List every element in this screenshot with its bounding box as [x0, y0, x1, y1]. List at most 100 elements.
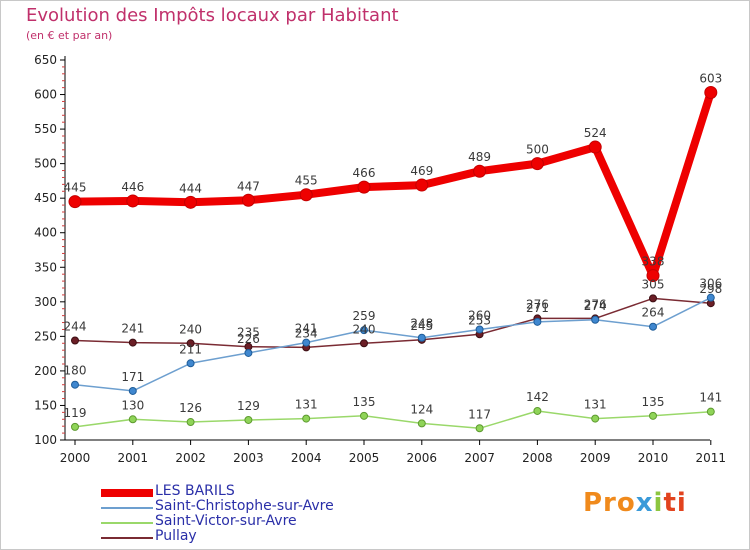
series-1-point: [186, 359, 195, 368]
series-1-point: [244, 348, 253, 357]
series-1-data-label: 271: [526, 301, 549, 315]
series-1-data-label: 226: [237, 332, 260, 346]
series-1-data-label: 259: [353, 309, 376, 323]
series-3-data-label: 241: [121, 322, 144, 336]
y-tick-label: 100: [34, 433, 57, 447]
series-line-3: [74, 297, 712, 349]
x-tick-label: 2003: [233, 451, 264, 465]
series-line-0: [71, 88, 715, 280]
x-tick-label: 2008: [522, 451, 553, 465]
series-3-data-label: 244: [64, 320, 87, 334]
legend-swatch-saint-christophe: [101, 507, 153, 509]
legend-label-les-barils: LES BARILS: [155, 483, 235, 499]
series-1-point: [360, 326, 368, 335]
series-0-point: [588, 140, 602, 154]
y-tick-label: 250: [34, 329, 57, 343]
y-tick-label: 650: [34, 53, 57, 67]
series-0-point: [646, 269, 660, 283]
series-2-data-label: 129: [237, 399, 260, 413]
series-2-data-label: 135: [353, 395, 376, 409]
series-0-data-label: 455: [295, 174, 318, 188]
series-1-data-label: 264: [642, 306, 665, 320]
series-0-data-label: 445: [64, 181, 87, 195]
series-2-point: [186, 418, 195, 427]
series-3-data-label: 240: [353, 322, 376, 336]
series-0-data-label: 444: [179, 181, 202, 195]
series-0-point: [299, 188, 313, 202]
series-1-data-label: 248: [410, 317, 433, 331]
legend-swatch-saint-victor: [101, 522, 153, 524]
series-2-point: [302, 414, 311, 423]
series-2-data-label: 135: [642, 395, 665, 409]
x-tick-label: 2010: [638, 451, 669, 465]
series-1-data-label: 274: [584, 299, 607, 313]
series-1-point: [475, 325, 484, 334]
x-tick-label: 2002: [175, 451, 206, 465]
y-tick-label: 450: [34, 191, 57, 205]
series-3-data-label: 305: [642, 277, 665, 291]
series-2-data-label: 126: [179, 401, 202, 415]
series-2-data-label: 131: [584, 398, 607, 412]
legend-label-pullay: Pullay: [155, 528, 197, 544]
series-0-point: [530, 157, 544, 171]
series-3-data-label: 276: [526, 297, 549, 311]
series-2-point: [244, 415, 253, 424]
series-2-point: [475, 424, 484, 433]
series-3-point: [649, 294, 657, 303]
series-2-data-label: 141: [699, 391, 722, 405]
series-1-data-label: 211: [179, 342, 202, 356]
series-2-data-label: 131: [295, 398, 318, 412]
series-2-data-label: 119: [64, 406, 87, 420]
series-0-data-label: 489: [468, 150, 491, 164]
series-3-data-label: 240: [179, 322, 202, 336]
series-line-1: [74, 296, 712, 392]
x-tick-label: 2004: [291, 451, 322, 465]
series-0-point: [184, 195, 198, 209]
series-0-data-label: 603: [699, 71, 722, 85]
x-tick-label: 2005: [349, 451, 380, 465]
series-3-data-label: 298: [699, 282, 722, 296]
series-0-point: [473, 164, 487, 178]
x-tick-label: 2006: [407, 451, 438, 465]
series-1-data-label: 306: [699, 277, 722, 291]
x-tick-label: 2000: [60, 451, 91, 465]
series-2-point: [128, 415, 137, 424]
series-2-point: [417, 419, 426, 428]
legend-label-saint-victor: Saint-Victor-sur-Avre: [155, 513, 297, 529]
proxiti-logo: Proxiti: [583, 488, 687, 518]
y-tick-label: 550: [34, 122, 57, 136]
logo-part-4: ti: [663, 488, 687, 518]
series-2-point: [591, 414, 600, 423]
series-0-point: [68, 195, 82, 209]
y-tick-label: 500: [34, 157, 57, 171]
series-0-data-label: 466: [353, 166, 376, 180]
chart-title: Evolution des Impôts locaux par Habitant: [26, 5, 399, 26]
series-2-point: [706, 407, 715, 416]
series-1-point: [706, 293, 715, 302]
chart-subtitle: (en € et par an): [26, 29, 113, 42]
series-1-data-label: 180: [64, 364, 87, 378]
series-1-point: [649, 322, 657, 331]
series-0-data-label: 338: [642, 255, 665, 269]
series-0-data-label: 447: [237, 179, 260, 193]
legend-label-saint-christophe: Saint-Christophe-sur-Avre: [155, 498, 334, 514]
y-tick-label: 600: [34, 88, 57, 102]
series-1-point: [71, 380, 79, 389]
series-0-point: [357, 180, 371, 194]
series-0-point: [126, 194, 140, 208]
series-1-point: [591, 315, 600, 324]
series-0-data-label: 524: [584, 126, 607, 140]
series-2-point: [649, 411, 657, 420]
series-1-data-label: 260: [468, 308, 491, 322]
series-0-data-label: 469: [410, 164, 433, 178]
series-1-point: [533, 317, 542, 326]
series-2-point: [533, 406, 542, 415]
series-3-data-label: 235: [237, 326, 260, 340]
y-tick-label: 300: [34, 295, 57, 309]
legend-swatch-pullay: [101, 537, 153, 539]
series-2-data-label: 124: [410, 402, 433, 416]
series-3-data-label: 253: [468, 313, 491, 327]
logo-part-2: x: [635, 488, 654, 518]
